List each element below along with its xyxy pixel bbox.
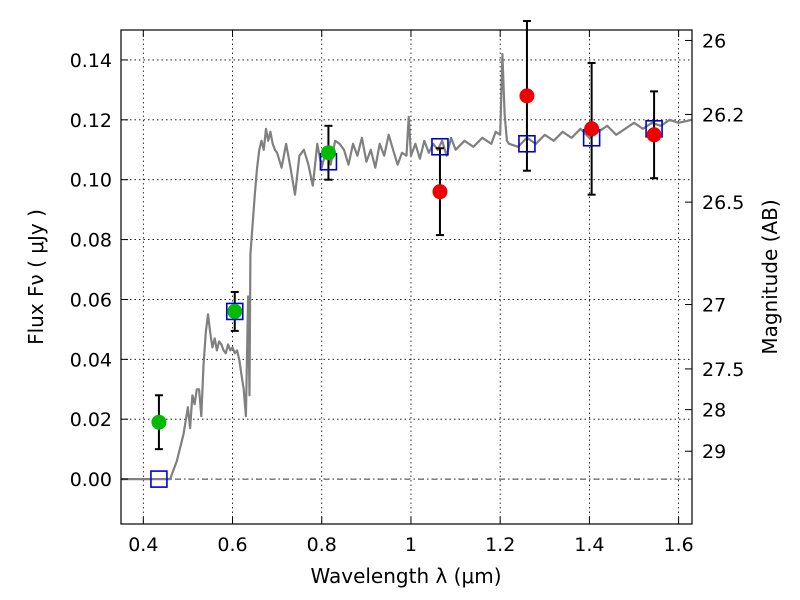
model-square-point xyxy=(225,302,244,321)
x-axis-label: Wavelength λ (μm) xyxy=(310,564,501,588)
red-point xyxy=(432,184,448,200)
plot-frame xyxy=(120,29,693,525)
model-square-point xyxy=(431,137,449,156)
y-tick-label: 0.10 xyxy=(70,170,112,192)
red-point xyxy=(646,127,662,143)
y-tick-label: 0.00 xyxy=(70,469,112,491)
data-points xyxy=(150,20,663,488)
y-tick-label: 0.06 xyxy=(70,289,112,311)
x-tick-label: 0.8 xyxy=(307,534,337,556)
grid xyxy=(121,30,692,524)
y2-axis-label: Magnitude (AB) xyxy=(758,199,782,354)
y-tick-label: 0.02 xyxy=(70,409,112,431)
x-tick-label: 0.4 xyxy=(128,534,158,556)
green-point xyxy=(151,414,167,430)
green-point xyxy=(227,303,243,319)
model-square-point xyxy=(150,470,168,488)
y2-tick-label: 28 xyxy=(702,400,726,422)
y-tick-label: 0.14 xyxy=(70,50,112,72)
x-tick-label: 1.6 xyxy=(664,534,694,556)
green-point xyxy=(320,145,336,161)
x-tick-label: 1.4 xyxy=(574,534,604,556)
y2-tick-label: 26.2 xyxy=(702,104,744,126)
y2-tick-label: 29 xyxy=(702,441,726,463)
y-tick-label: 0.12 xyxy=(70,110,112,132)
x-tick-label: 1 xyxy=(405,534,417,556)
y2-tick-label: 27 xyxy=(702,295,726,317)
y-axis-label: Flux Fν ( μJy ) xyxy=(24,209,48,345)
x-tick-label: 1.2 xyxy=(485,534,515,556)
y-tick-label: 0.04 xyxy=(70,349,112,371)
y2-tick-label: 26.5 xyxy=(702,192,744,214)
x-tick-label: 0.6 xyxy=(217,534,247,556)
red-point xyxy=(519,88,535,104)
model-spectrum-line xyxy=(121,52,693,481)
red-point xyxy=(584,121,600,137)
model-square-point xyxy=(518,134,536,153)
y2-tick-label: 26 xyxy=(702,30,726,52)
axis-ticks: 0.4 0.6 0.8 1 1.2 1.4 1.6 0.00 0.02 0.04 0.06 0.08 0… xyxy=(70,30,744,556)
y-tick-label: 0.08 xyxy=(70,230,112,252)
y2-tick-label: 27.5 xyxy=(702,359,744,381)
